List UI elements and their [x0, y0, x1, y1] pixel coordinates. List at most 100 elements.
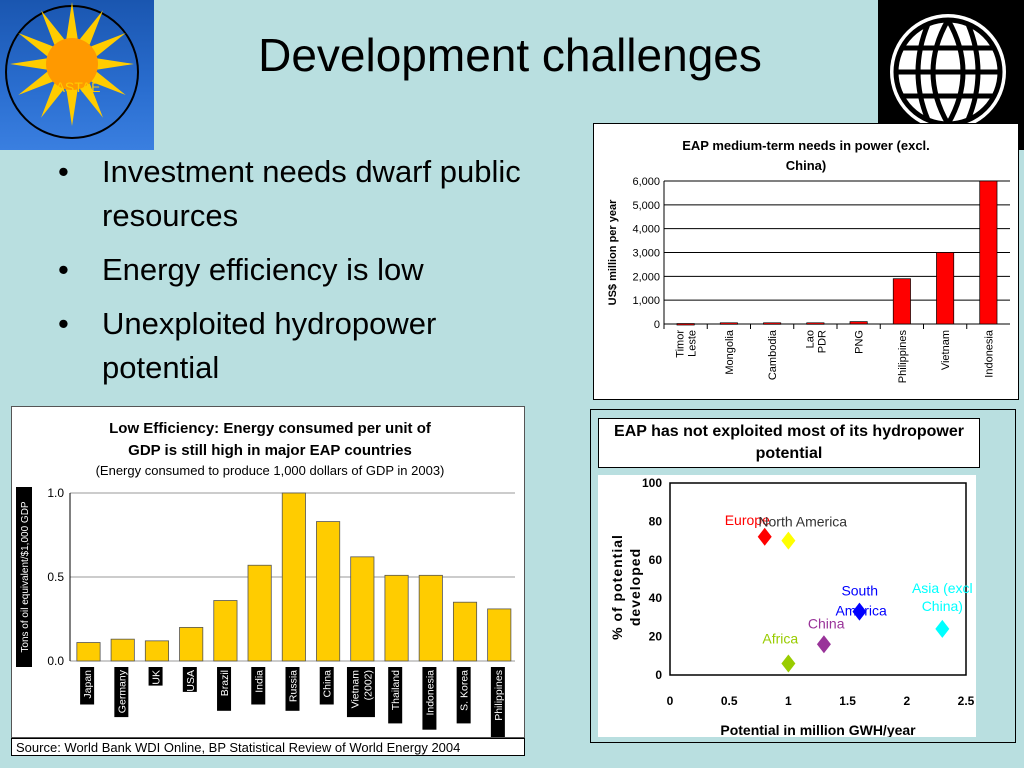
y-tick-label: 6,000 — [632, 176, 660, 188]
sun-ray-icon — [66, 89, 78, 126]
y-tick-label: 4,000 — [632, 224, 660, 236]
point-label: Africa — [762, 630, 798, 646]
bar — [213, 600, 238, 662]
data-point — [852, 602, 867, 621]
x-tick-label: Indonesia — [983, 329, 995, 378]
y-axis-label-box — [16, 487, 32, 667]
sun-ray-icon — [41, 83, 65, 118]
x-tick-label: (2002) — [362, 670, 374, 700]
bar — [316, 521, 341, 662]
sun-ray-icon — [18, 33, 53, 57]
x-tick-label: Japan — [82, 670, 94, 699]
data-point — [781, 531, 796, 550]
x-tick-label: USA — [185, 670, 197, 692]
hydro-scatter-chart: 0 20 40 60 80 100 0 0.5 1 1.5 2 2.5 Potential in mil… — [609, 476, 975, 738]
y-tick-label: 100 — [642, 476, 662, 490]
energy-efficiency-chart-panel: Low Efficiency: Energy consumed per unit… — [11, 406, 525, 743]
chart-title-line: GDP is still high in major EAP countries — [128, 442, 412, 459]
x-tick-label: Philippines — [493, 670, 505, 721]
x-tick-label: Vietnam — [349, 670, 361, 709]
x-tick-label: Vietnam — [940, 330, 952, 370]
slide-title: Development challenges — [258, 29, 762, 81]
x-tick-label: UK — [151, 670, 163, 685]
x-tick-label-box — [388, 667, 403, 724]
y-tick-label: 20 — [649, 630, 663, 644]
x-tick-label-box — [217, 667, 232, 711]
bullet-text: Investment needs dwarf public resources — [102, 154, 521, 233]
x-tick-label: Philippines — [897, 330, 909, 384]
x-tick-label-box — [319, 667, 334, 705]
bullet-item: • Investment needs dwarf public resources — [58, 150, 528, 238]
x-tick-label: Leste — [687, 330, 699, 357]
chart-title-line: China) — [786, 158, 826, 173]
bar — [979, 180, 998, 325]
bar — [179, 626, 204, 662]
chart-subtitle: (Energy consumed to produce 1,000 dollar… — [96, 463, 445, 478]
plot-frame — [669, 482, 967, 676]
x-tick-label: India — [253, 670, 265, 693]
chart-title-line: Low Efficiency: Energy consumed per unit… — [109, 420, 432, 437]
sun-ray-icon — [18, 71, 53, 95]
bullet-item: • Energy efficiency is low — [58, 248, 528, 292]
x-tick-label: 1 — [785, 694, 792, 708]
x-tick-label-box — [285, 667, 300, 711]
y-axis-label: US$ million per year — [607, 199, 619, 305]
x-tick-label: China — [322, 670, 334, 698]
bar — [281, 492, 306, 662]
point-label: China — [808, 615, 845, 631]
bar — [487, 608, 512, 662]
y-axis-label: % of potential — [609, 534, 625, 640]
y-axis-label: Tons of oil equivalent/$1,000 GDP — [20, 501, 31, 653]
x-tick-label: PNG — [854, 330, 866, 354]
x-tick-label-box — [182, 667, 197, 692]
hydro-chart-title: EAP has not exploited most of its hydrop… — [598, 418, 980, 468]
x-tick-label-box — [346, 667, 375, 718]
x-tick-label-box — [490, 667, 505, 743]
point-label: China) — [922, 598, 963, 614]
x-tick-label: Indonesia — [424, 670, 436, 716]
sun-ray-icon — [91, 71, 126, 95]
y-tick-label: 0.0 — [47, 654, 64, 668]
x-tick-label-box — [251, 667, 266, 705]
sun-icon: ASTAE — [5, 2, 139, 139]
bar — [892, 278, 911, 325]
x-tick-label: 2 — [903, 694, 910, 708]
y-tick-label: 3,000 — [632, 248, 660, 260]
data-point — [935, 619, 950, 638]
x-tick-label: Mongolia — [724, 329, 736, 375]
x-tick-label: 2.5 — [958, 694, 975, 708]
x-tick-label: Russia — [288, 670, 300, 702]
chart-title-line: EAP medium-term needs in power (excl. — [682, 138, 930, 153]
data-point — [757, 527, 772, 546]
x-tick-label: 1.5 — [839, 694, 856, 708]
bar — [350, 556, 375, 662]
point-label: Europe — [725, 512, 770, 528]
bar — [418, 574, 443, 662]
y-tick-label: 0 — [655, 668, 662, 682]
sun-ray-icon — [10, 58, 47, 70]
bullet-icon: • — [58, 306, 69, 341]
point-label: South — [841, 583, 878, 599]
bullet-item: • Unexploited hydropower potential — [58, 302, 528, 390]
bar — [247, 564, 272, 662]
point-label: Asia (excl — [912, 580, 973, 596]
sun-ray-icon — [66, 2, 78, 39]
bar — [849, 321, 868, 325]
bullet-text: Unexploited hydropower potential — [102, 306, 437, 385]
sun-ray-icon — [79, 83, 103, 118]
y-axis-label: developed — [627, 548, 643, 626]
bullet-list: • Investment needs dwarf public resources… — [58, 150, 528, 400]
x-tick-label: 0.5 — [721, 694, 738, 708]
y-tick-label: 40 — [649, 591, 663, 605]
logo-text: ASTAE — [56, 79, 101, 95]
y-tick-label: 1.0 — [47, 486, 64, 500]
point-label: North America — [758, 514, 847, 530]
astae-logo: ASTAE — [0, 0, 154, 150]
power-needs-chart-panel: EAP medium-term needs in power (excl. Chi… — [593, 123, 1019, 400]
bar — [110, 638, 135, 662]
hydro-chart-area: 0 20 40 60 80 100 0 0.5 1 1.5 2 2.5 Potential in mil… — [598, 475, 976, 738]
bar — [806, 322, 825, 325]
y-tick-label: 5,000 — [632, 200, 660, 212]
x-tick-label: Timor — [675, 330, 687, 358]
x-axis-label: Potential in million GWH/year — [720, 722, 916, 737]
